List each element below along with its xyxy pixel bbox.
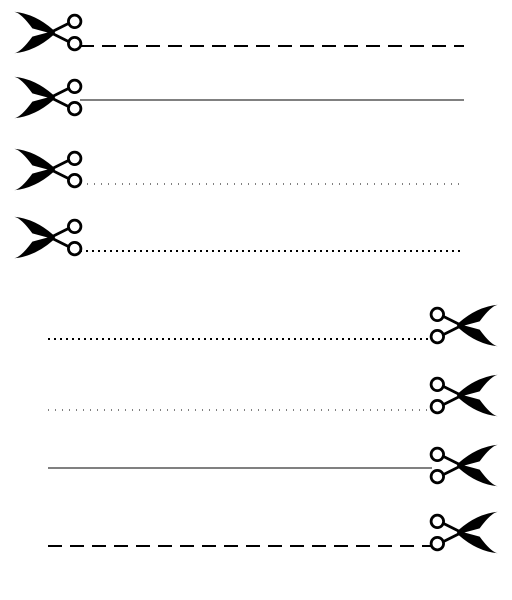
cut-line-row: [0, 5, 512, 65]
scissors-icon: [428, 444, 498, 492]
cut-line-row: [0, 298, 512, 358]
cut-line-row: [0, 368, 512, 428]
cut-line-row: [0, 438, 512, 498]
cut-line: [80, 34, 464, 36]
cut-line: [48, 327, 432, 329]
cut-line: [80, 239, 464, 241]
scissors-icon: [428, 511, 498, 559]
scissors-icon: [14, 11, 84, 59]
cut-line: [48, 468, 432, 469]
cut-line: [80, 100, 464, 101]
scissors-icon: [14, 148, 84, 196]
cut-line: [48, 398, 432, 399]
cut-line: [48, 534, 432, 536]
cut-line-row: [0, 210, 512, 270]
scissors-icon: [428, 304, 498, 352]
scissor-line-set: [0, 0, 512, 600]
cut-line-row: [0, 142, 512, 202]
scissors-icon: [14, 216, 84, 264]
cut-line-row: [0, 505, 512, 565]
scissors-icon: [428, 374, 498, 422]
scissors-icon: [14, 76, 84, 124]
cut-line: [80, 172, 464, 173]
cut-line-row: [0, 70, 512, 130]
